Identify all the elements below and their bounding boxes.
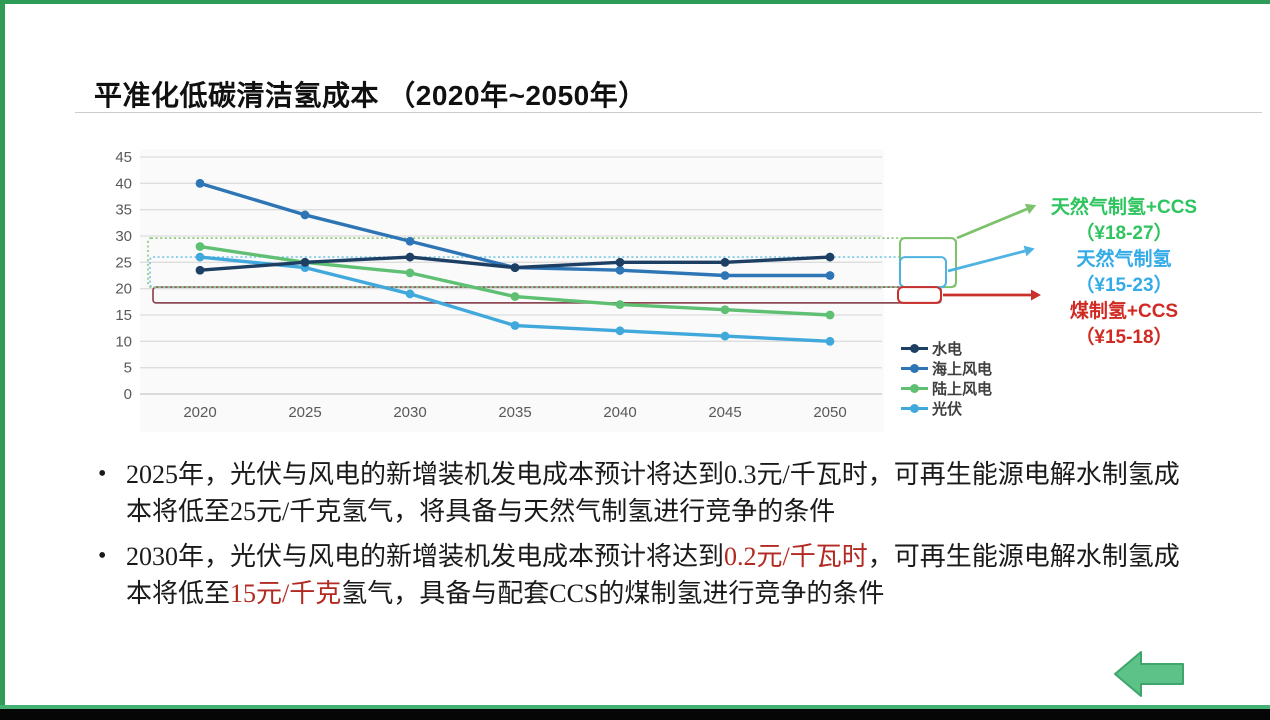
svg-text:2025: 2025 — [288, 404, 321, 421]
svg-text:2020: 2020 — [183, 404, 216, 421]
slide-left-border — [0, 0, 5, 709]
svg-text:25: 25 — [115, 254, 132, 271]
callout-label: 天然气制氢+CCS — [1050, 197, 1198, 218]
title-underline — [75, 112, 1262, 113]
svg-text:0: 0 — [124, 386, 132, 403]
legend-item-offshore-wind: 海上风电 — [901, 358, 992, 378]
callout-range: （¥18-27） — [1075, 223, 1173, 244]
slide-title: 平准化低碳清洁氢成本 （2020年~2050年） — [94, 80, 647, 111]
legend-item-hydro: 水电 — [901, 338, 992, 358]
legend-line-marker — [901, 343, 928, 354]
svg-text:15: 15 — [115, 307, 132, 324]
svg-text:45: 45 — [115, 149, 132, 166]
bottom-strip — [0, 709, 1270, 720]
callout-coal-ccs: 煤制氢+CCS （¥15-18） — [1024, 299, 1224, 351]
svg-text:30: 30 — [115, 228, 132, 245]
bullet-item-2030: • 2030年，光伏与风电的新增装机发电成本预计将达到0.2元/千瓦时，可再生能… — [98, 538, 1190, 612]
bullet-list: • 2025年，光伏与风电的新增装机发电成本预计将达到0.3元/千瓦时，可再生能… — [98, 456, 1190, 620]
svg-text:2035: 2035 — [498, 404, 531, 421]
svg-text:10: 10 — [115, 333, 132, 350]
bullet-item-2025: • 2025年，光伏与风电的新增装机发电成本预计将达到0.3元/千瓦时，可再生能… — [98, 456, 1190, 530]
legend-label: 水电 — [932, 340, 963, 358]
legend-line-marker — [901, 403, 928, 414]
callout-label: 天然气制氢 — [1076, 249, 1172, 270]
bullet-text: 2030年，光伏与风电的新增装机发电成本预计将达到0.2元/千瓦时，可再生能源电… — [126, 542, 1180, 608]
bottom-green-rule — [0, 705, 1270, 709]
bullet-text: 2025年，光伏与风电的新增装机发电成本预计将达到0.3元/千瓦时，可再生能源电… — [126, 460, 1180, 526]
legend-label: 陆上风电 — [932, 380, 993, 398]
bullet-dot: • — [98, 461, 107, 487]
svg-text:2045: 2045 — [708, 404, 741, 421]
slide-top-border — [0, 0, 1270, 4]
svg-text:35: 35 — [115, 202, 132, 219]
svg-text:2050: 2050 — [813, 404, 846, 421]
benchmark-callouts: 天然气制氢+CCS （¥18-27） 天然气制氢 （¥15-23） 煤制氢+CC… — [1024, 195, 1224, 351]
svg-text:2040: 2040 — [603, 404, 636, 421]
callout-range: （¥15-18） — [1075, 327, 1173, 348]
left-arrow-icon — [1114, 651, 1184, 697]
svg-text:40: 40 — [115, 175, 132, 192]
legend-item-solar: 光伏 — [901, 398, 992, 418]
legend-label: 海上风电 — [932, 360, 993, 378]
callout-label: 煤制氢+CCS — [1069, 301, 1179, 322]
legend-item-onshore-wind: 陆上风电 — [901, 378, 992, 398]
svg-text:20: 20 — [115, 281, 132, 298]
legend-label: 光伏 — [932, 400, 963, 418]
svg-text:2030: 2030 — [393, 404, 426, 421]
callout-gas-ccs: 天然气制氢+CCS （¥18-27） — [1024, 195, 1224, 247]
bullet-dot: • — [98, 543, 107, 569]
callout-gas: 天然气制氢 （¥15-23） — [1024, 247, 1224, 299]
legend-line-marker — [901, 363, 928, 374]
chart-legend: 水电 海上风电 陆上风电 光伏 — [901, 338, 992, 418]
legend-line-marker — [901, 383, 928, 394]
svg-text:5: 5 — [124, 360, 132, 377]
callout-range: （¥15-23） — [1075, 275, 1173, 296]
